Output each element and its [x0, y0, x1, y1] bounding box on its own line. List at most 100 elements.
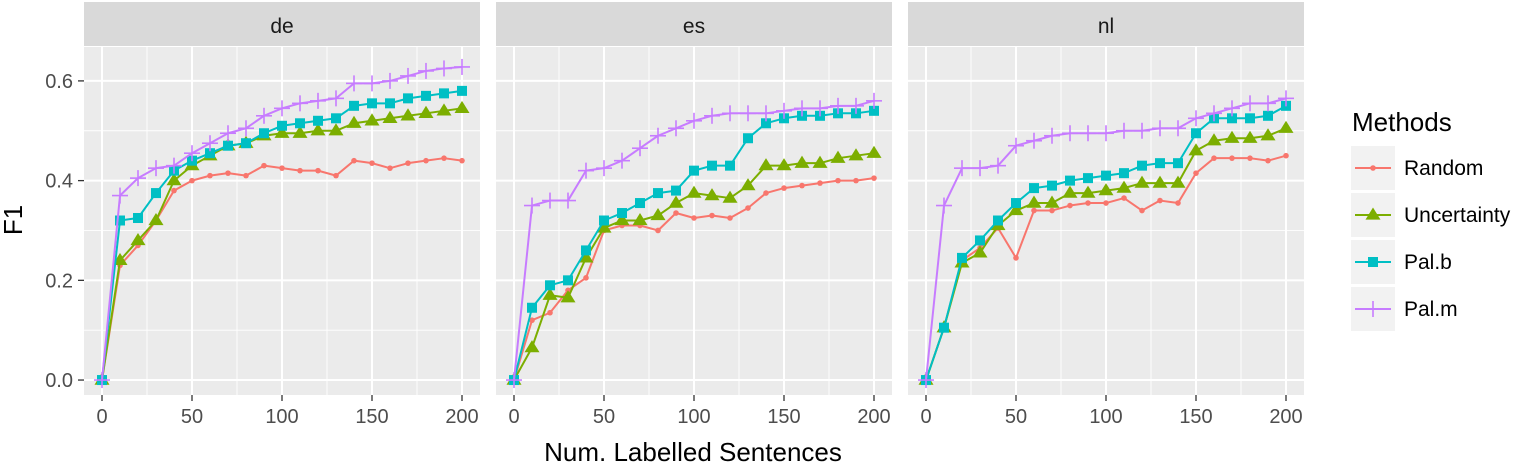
series-pal-m — [506, 92, 882, 389]
data-point — [655, 227, 661, 234]
legend-marker — [1370, 165, 1376, 171]
data-point — [709, 212, 715, 219]
data-point — [292, 95, 308, 112]
data-point — [274, 100, 290, 117]
data-point — [367, 98, 377, 109]
facet-strip — [84, 2, 480, 46]
data-point — [671, 185, 681, 196]
data-point — [614, 152, 630, 169]
legend-entry-pal-b: Pal.b — [1351, 240, 1452, 284]
data-point — [975, 235, 985, 246]
y-tick-label: 0.6 — [45, 71, 73, 93]
data-point — [794, 155, 810, 168]
data-point — [1155, 158, 1165, 169]
data-point — [454, 100, 470, 113]
x-tick-label: 150 — [355, 406, 388, 428]
data-point — [691, 215, 697, 221]
data-point — [758, 105, 774, 122]
data-point — [632, 140, 648, 157]
data-point — [400, 108, 416, 121]
legend-marker — [1365, 207, 1381, 220]
data-point — [1229, 155, 1235, 161]
x-tick-label: 50 — [1005, 406, 1027, 428]
data-point — [1116, 122, 1132, 139]
data-point — [781, 185, 787, 191]
data-point — [871, 175, 877, 181]
data-point — [297, 167, 303, 174]
data-point — [1211, 155, 1217, 161]
data-point — [727, 215, 733, 221]
data-point — [936, 197, 952, 214]
data-point — [1170, 120, 1186, 137]
data-point — [1044, 127, 1060, 144]
data-point — [848, 148, 864, 161]
data-point — [704, 188, 720, 201]
data-point — [331, 113, 341, 124]
data-point — [1116, 180, 1132, 193]
data-point — [1206, 133, 1222, 146]
data-point — [459, 157, 465, 164]
facet-strip — [908, 2, 1304, 46]
x-tick-label: 50 — [181, 406, 203, 428]
data-point — [725, 160, 735, 171]
data-point — [506, 372, 522, 389]
data-point — [817, 180, 823, 186]
data-point — [295, 118, 305, 129]
y-tick-label: 0.4 — [45, 171, 73, 193]
x-tick-label: 50 — [593, 406, 615, 428]
data-point — [223, 140, 233, 151]
data-point — [740, 178, 756, 191]
legend-label: Pal.b — [1404, 251, 1452, 274]
data-point — [1263, 110, 1273, 121]
data-point — [972, 160, 988, 177]
data-point — [954, 160, 970, 177]
data-point — [1152, 175, 1168, 188]
legend-title: Methods — [1352, 107, 1452, 137]
legend-entry-uncertainty: Uncertainty — [1351, 193, 1511, 237]
data-point — [454, 58, 470, 75]
panel-de: de 0 50 100 150 200 0.0 0.2 0.4 0.6 — [45, 2, 480, 428]
data-point — [1044, 195, 1060, 208]
data-point — [1175, 200, 1181, 206]
legend-label: Uncertainty — [1404, 204, 1511, 227]
data-point — [1206, 105, 1222, 122]
data-point — [1170, 175, 1186, 188]
data-point — [349, 100, 359, 111]
data-point — [1278, 120, 1294, 133]
data-point — [722, 105, 738, 122]
data-point — [328, 123, 344, 136]
x-tick-label: 100 — [265, 406, 298, 428]
data-point — [673, 210, 679, 216]
data-point — [1139, 207, 1145, 214]
data-point — [1031, 207, 1037, 214]
data-point — [1013, 255, 1019, 261]
data-point — [1067, 202, 1073, 209]
x-axis-title: Num. Labelled Sentences — [544, 437, 842, 464]
data-point — [776, 158, 792, 171]
data-point — [1098, 125, 1114, 142]
data-point — [225, 170, 231, 176]
y-tick-label: 0.2 — [45, 270, 73, 292]
facet-label: es — [683, 15, 705, 38]
legend-marker — [1368, 257, 1378, 267]
data-point — [957, 252, 967, 263]
data-point — [830, 150, 846, 163]
data-point — [918, 372, 934, 389]
data-point — [1026, 195, 1042, 208]
data-point — [292, 125, 308, 138]
data-point — [436, 103, 452, 116]
data-point — [238, 120, 254, 137]
data-point — [830, 97, 846, 114]
data-point — [364, 75, 380, 92]
data-point — [653, 188, 663, 199]
data-point — [403, 93, 413, 104]
data-point — [418, 105, 434, 118]
data-point — [542, 287, 558, 300]
data-point — [1098, 183, 1114, 196]
data-point — [313, 115, 323, 126]
facet-strip — [496, 2, 892, 46]
data-point — [1083, 173, 1093, 184]
data-point — [668, 120, 684, 137]
data-point — [668, 195, 684, 208]
data-point — [614, 213, 630, 226]
